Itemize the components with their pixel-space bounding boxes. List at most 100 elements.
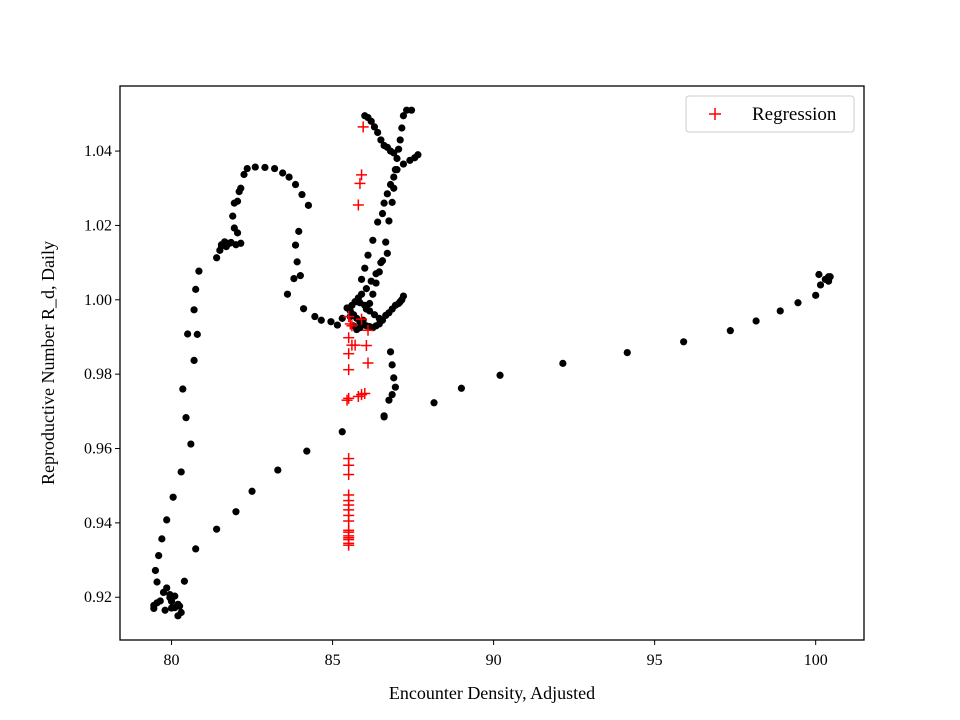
observed-point [396, 136, 404, 144]
legend-label-regression: Regression [752, 104, 837, 125]
observed-point [295, 227, 303, 235]
observed-point [184, 330, 192, 338]
observed-point [378, 209, 387, 218]
observed-point [398, 124, 406, 132]
observed-point [370, 123, 379, 131]
observed-point [816, 281, 825, 289]
plot-area-frame [119, 85, 865, 641]
observed-point [192, 285, 200, 293]
observed-point [213, 254, 221, 262]
observed-point [457, 384, 466, 392]
observed-point [193, 330, 201, 338]
observed-point [270, 164, 279, 173]
observed-point [298, 190, 306, 199]
observed-point [776, 307, 784, 315]
observed-point [230, 199, 238, 207]
observed-point [357, 275, 366, 283]
observed-point [391, 383, 399, 391]
observed-point [362, 285, 370, 293]
observed-point [169, 493, 177, 501]
observed-point [623, 348, 631, 357]
observed-point [374, 218, 382, 226]
observed-point [399, 292, 408, 300]
regression-point [344, 318, 356, 330]
observed-point [166, 594, 174, 602]
observed-point [380, 199, 388, 207]
observed-point [430, 399, 438, 407]
observed-point [216, 246, 224, 254]
observed-point [383, 190, 391, 198]
observed-point [155, 551, 163, 560]
legend: Regression [685, 95, 855, 133]
observed-point [377, 259, 385, 267]
y-tick-label: 0.92 [84, 589, 112, 606]
observed-point [812, 291, 820, 299]
regression-point [343, 469, 355, 481]
observed-point [153, 578, 161, 586]
observed-point [327, 318, 335, 326]
x-axis-label: Encounter Density, Adjusted [389, 683, 595, 703]
observed-point [372, 270, 380, 278]
observed-point [794, 299, 802, 307]
observed-point [177, 468, 185, 476]
observed-point [291, 180, 300, 189]
regression-point [362, 324, 374, 336]
observed-point [251, 163, 259, 171]
y-tick-label: 1.04 [84, 143, 112, 160]
regression-point [343, 348, 355, 360]
observed-point [233, 229, 242, 237]
observed-point [353, 298, 361, 306]
observed-point [382, 238, 390, 246]
legend-marker-regression [709, 108, 721, 120]
observed-point [285, 173, 293, 181]
y-axis: 0.92 0.94 0.96 0.98 1.00 1.02 1.04 [84, 143, 120, 606]
y-tick-label: 0.98 [84, 366, 112, 383]
regression-point [352, 390, 364, 402]
observed-point [824, 277, 833, 285]
observed-point [364, 251, 372, 259]
regression-point [349, 339, 361, 351]
observed-point [369, 290, 377, 298]
observed-point [190, 306, 198, 314]
observed-point [383, 249, 391, 257]
observed-point [333, 321, 342, 329]
observed-point [374, 128, 382, 137]
regression-point [343, 515, 355, 527]
regression-point [356, 169, 368, 181]
observed-point [227, 238, 235, 247]
observed-point [161, 606, 169, 614]
observed-point [406, 156, 414, 164]
observed-point [393, 166, 401, 174]
observed-point [229, 212, 237, 220]
observed-point [163, 516, 171, 524]
observed-point [303, 447, 311, 455]
observed-point [283, 290, 292, 298]
observed-point [290, 274, 298, 283]
observed-point [248, 487, 256, 495]
observed-point [240, 170, 248, 179]
observed-point [171, 604, 179, 612]
y-tick-label: 1.00 [84, 292, 112, 309]
x-axis: 80 85 90 95 100 [164, 640, 828, 669]
y-tick-label: 0.96 [84, 441, 112, 458]
x-tick-label: 85 [325, 652, 341, 669]
observed-point [174, 612, 182, 620]
observed-point [367, 277, 375, 285]
observed-point [182, 414, 190, 422]
observed-point [296, 272, 304, 280]
observed-point [243, 164, 251, 173]
regression-point [343, 311, 355, 323]
observed-point [386, 180, 395, 189]
observed-point [367, 117, 375, 125]
regression-point [343, 392, 355, 404]
observed-point [407, 106, 416, 114]
observed-point [388, 198, 396, 206]
observed-point [180, 577, 189, 585]
regression-point [341, 394, 353, 406]
observed-point [388, 361, 396, 369]
observed-point [317, 316, 325, 324]
observed-point [393, 154, 401, 163]
observed-point [158, 535, 166, 543]
observed-series [150, 106, 834, 620]
